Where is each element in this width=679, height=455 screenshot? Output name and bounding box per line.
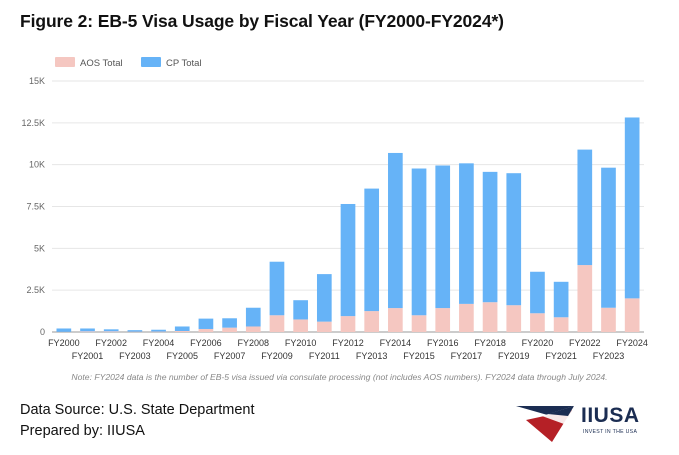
bar-cp bbox=[388, 152, 403, 309]
bar-cp bbox=[364, 188, 380, 312]
bar-aos bbox=[80, 331, 95, 332]
bar-cp bbox=[293, 300, 308, 320]
bar-cp bbox=[198, 318, 214, 329]
bar-aos bbox=[222, 327, 237, 332]
x-tick-label: FY2006 bbox=[190, 338, 222, 348]
bar-cp bbox=[222, 318, 237, 328]
x-tick-label: FY2019 bbox=[498, 351, 530, 361]
x-tick-label: FY2017 bbox=[451, 351, 483, 361]
bar-cp bbox=[435, 165, 451, 309]
logo-wordmark: IIUSA bbox=[581, 404, 640, 427]
bar-cp bbox=[624, 117, 640, 299]
bar-chart: AOS Total CP Total 0 2.5K 5K 7.5K 10K 12.5K 15… bbox=[21, 57, 648, 361]
bar-cp bbox=[577, 149, 593, 266]
y-tick-label: 15K bbox=[29, 76, 45, 86]
bar-cp bbox=[601, 167, 616, 308]
bar-cp bbox=[411, 168, 427, 316]
x-tick-label: FY2024 bbox=[616, 338, 648, 348]
bar-cp bbox=[530, 271, 545, 314]
bar-aos bbox=[624, 298, 640, 332]
bar-cp bbox=[56, 328, 72, 332]
logo-tagline: INVEST IN THE USA bbox=[583, 429, 638, 435]
x-tick-label: FY2014 bbox=[380, 338, 412, 348]
bar-cp bbox=[553, 281, 569, 318]
y-tick-label: 10K bbox=[29, 160, 45, 170]
x-tick-label: FY2001 bbox=[72, 351, 104, 361]
x-tick-label: FY2021 bbox=[545, 351, 577, 361]
bar-aos bbox=[482, 302, 498, 332]
iiusa-logo-mark bbox=[516, 406, 574, 442]
x-tick-label: FY2011 bbox=[309, 351, 340, 361]
bar-cp bbox=[482, 171, 498, 303]
legend-swatch-aos bbox=[55, 57, 75, 67]
x-tick-label: FY2009 bbox=[261, 351, 293, 361]
bar-aos bbox=[269, 315, 285, 332]
bar-cp bbox=[269, 261, 285, 316]
y-axis-ticks: 0 2.5K 5K 7.5K 10K 12.5K 15K bbox=[21, 76, 45, 337]
x-tick-label: FY2010 bbox=[285, 338, 317, 348]
bar-aos bbox=[459, 303, 474, 332]
bar-aos bbox=[293, 319, 308, 332]
bar-aos bbox=[435, 308, 451, 332]
x-tick-label: FY2013 bbox=[356, 351, 388, 361]
bar-cp bbox=[174, 326, 190, 331]
bar-cp bbox=[316, 274, 332, 322]
bar-aos bbox=[316, 321, 332, 332]
y-tick-label: 0 bbox=[40, 327, 45, 337]
y-tick-label: 5K bbox=[34, 243, 45, 253]
x-tick-label: FY2012 bbox=[332, 338, 364, 348]
x-tick-label: FY2005 bbox=[166, 351, 198, 361]
x-tick-label: FY2022 bbox=[569, 338, 601, 348]
x-tick-label: FY2002 bbox=[95, 338, 127, 348]
bars bbox=[56, 117, 640, 332]
legend-label-cp: CP Total bbox=[166, 58, 202, 69]
bar-aos bbox=[530, 313, 545, 332]
x-tick-label: FY2016 bbox=[427, 338, 459, 348]
bar-aos bbox=[411, 315, 427, 332]
bar-aos bbox=[174, 330, 190, 332]
x-tick-label: FY2003 bbox=[119, 351, 151, 361]
x-axis-ticks: FY2000 FY2001 FY2002 FY2003 FY2004 FY2005 FY20… bbox=[48, 338, 648, 361]
chart-title: Figure 2: EB-5 Visa Usage by Fiscal Year… bbox=[20, 11, 504, 31]
bar-aos bbox=[245, 326, 261, 332]
bar-aos bbox=[198, 328, 214, 332]
bar-cp bbox=[340, 203, 356, 317]
bar-cp bbox=[103, 329, 119, 332]
bar-cp bbox=[459, 163, 474, 304]
x-tick-label: FY2004 bbox=[143, 338, 175, 348]
bar-aos bbox=[388, 308, 403, 332]
legend: AOS Total CP Total bbox=[55, 57, 202, 69]
x-tick-label: FY2018 bbox=[474, 338, 506, 348]
bar-cp bbox=[506, 173, 522, 306]
bar-cp bbox=[151, 329, 166, 332]
prepared-by-text: Prepared by: IIUSA bbox=[20, 423, 145, 439]
data-source-text: Data Source: U.S. State Department bbox=[20, 402, 255, 418]
x-tick-label: FY2007 bbox=[214, 351, 246, 361]
legend-swatch-cp bbox=[141, 57, 161, 67]
bar-cp bbox=[127, 330, 143, 332]
x-tick-label: FY2015 bbox=[403, 351, 435, 361]
bar-aos bbox=[103, 331, 119, 332]
y-tick-label: 12.5K bbox=[21, 118, 45, 128]
bar-aos bbox=[577, 265, 593, 332]
legend-label-aos: AOS Total bbox=[80, 58, 123, 69]
bar-aos bbox=[364, 311, 380, 332]
bar-aos bbox=[553, 317, 569, 332]
bar-aos bbox=[340, 316, 356, 332]
x-tick-label: FY2020 bbox=[522, 338, 554, 348]
bar-cp bbox=[80, 328, 95, 332]
chart-note: Note: FY2024 data is the number of EB-5 … bbox=[71, 372, 608, 382]
x-tick-label: FY2008 bbox=[238, 338, 270, 348]
y-tick-label: 2.5K bbox=[26, 285, 45, 295]
x-tick-label: FY2000 bbox=[48, 338, 80, 348]
bar-cp bbox=[245, 307, 261, 327]
x-tick-label: FY2023 bbox=[593, 351, 625, 361]
y-tick-label: 7.5K bbox=[26, 202, 45, 212]
bar-aos bbox=[506, 305, 522, 332]
bar-aos bbox=[601, 307, 616, 332]
